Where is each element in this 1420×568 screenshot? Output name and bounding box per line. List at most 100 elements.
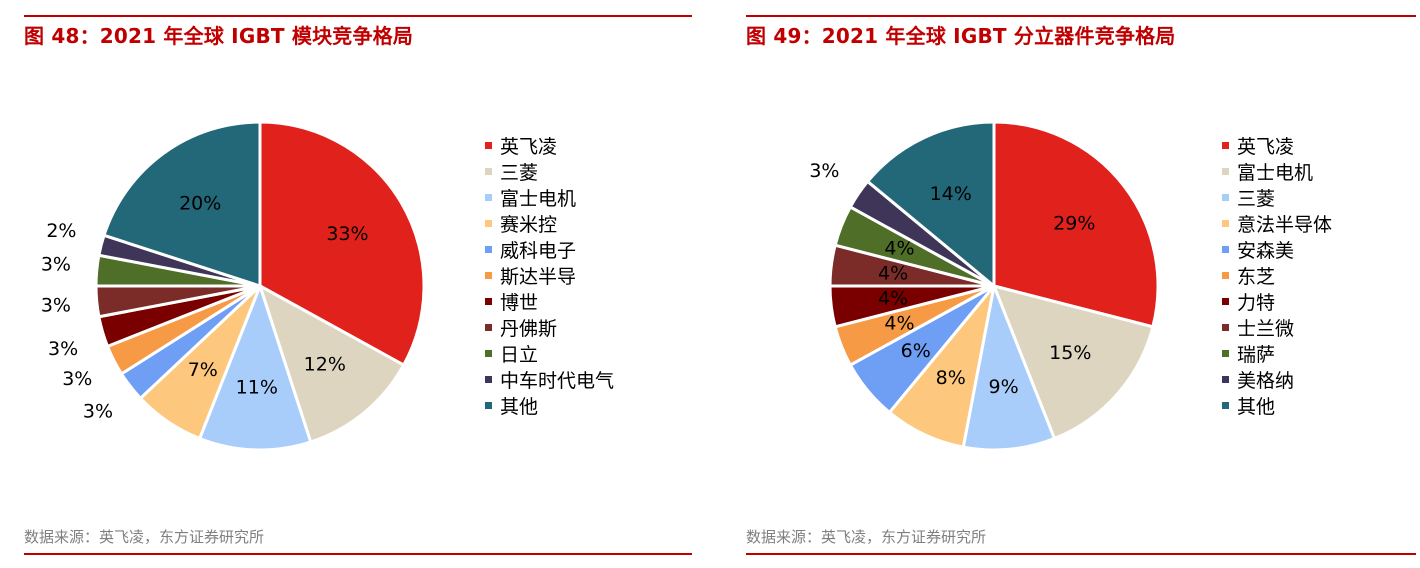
legend-discrete: 英飞凌 富士电机 三菱 意法半导体 安森美 东芝 力特 士兰微 瑞萨 美格纳 其他 (1222, 132, 1332, 418)
bottom-rule (746, 553, 1416, 555)
legend-item: 丹佛斯 (485, 314, 614, 340)
legend-label: 博世 (500, 291, 539, 314)
slice-value-label: 3% (62, 368, 92, 390)
pie-slice (102, 120, 262, 288)
legend-item: 赛米控 (485, 210, 614, 236)
slice-value-label: 7% (188, 359, 218, 381)
legend-label: 富士电机 (500, 187, 577, 210)
slice-value-label: 20% (179, 193, 221, 215)
slice-value-label: 8% (936, 367, 966, 389)
legend-label: 三菱 (500, 161, 539, 184)
legend-item: 博世 (485, 288, 614, 314)
legend-swatch (1222, 271, 1229, 279)
legend-swatch (1222, 167, 1229, 175)
slice-value-label: 33% (326, 223, 368, 245)
legend-swatch (1222, 193, 1229, 201)
legend-item: 力特 (1222, 288, 1332, 314)
legend-swatch (485, 271, 492, 279)
legend-item: 意法半导体 (1222, 210, 1332, 236)
legend-item: 安森美 (1222, 236, 1332, 262)
legend-item: 其他 (1222, 392, 1332, 418)
chart-title: 图 49：2021 年全球 IGBT 分立器件竞争格局 (746, 24, 1176, 48)
slice-value-label: 4% (884, 312, 914, 334)
legend-label: 威科电子 (500, 239, 577, 262)
slice-value-label: 15% (1049, 342, 1091, 364)
source-note: 数据来源：英飞凌，东方证券研究所 (24, 528, 265, 546)
legend-swatch (485, 323, 492, 331)
legend-label: 中车时代电气 (500, 369, 615, 392)
legend-label: 英飞凌 (500, 135, 558, 158)
legend-item: 三菱 (1222, 184, 1332, 210)
legend-label: 瑞萨 (1237, 343, 1276, 366)
legend-item: 中车时代电气 (485, 366, 614, 392)
legend-label: 富士电机 (1237, 161, 1314, 184)
chart-title: 图 48：2021 年全球 IGBT 模块竞争格局 (24, 24, 414, 48)
pie-slice (258, 120, 426, 367)
legend-label: 其他 (1237, 395, 1276, 418)
slice-value-label: 3% (41, 294, 71, 316)
legend-swatch (485, 375, 492, 383)
pie-chart-discrete: 29%15%9%8%6%4%4%4%4%3%14% (809, 120, 1160, 452)
slice-value-label: 9% (989, 376, 1019, 398)
legend-label: 力特 (1237, 291, 1276, 314)
legend-label: 赛米控 (500, 213, 558, 236)
slice-value-label: 3% (41, 254, 71, 276)
legend-item: 富士电机 (1222, 158, 1332, 184)
source-note: 数据来源：英飞凌，东方证券研究所 (746, 528, 987, 546)
legend-label: 斯达半导 (500, 265, 577, 288)
slice-value-label: 2% (46, 220, 76, 242)
slice-value-label: 29% (1053, 213, 1095, 235)
slice-value-label: 14% (930, 183, 972, 205)
slice-value-label: 3% (83, 401, 113, 423)
legend-item: 英飞凌 (485, 132, 614, 158)
chart-panel-discrete: 图 49：2021 年全球 IGBT 分立器件竞争格局 29% 15% 9% 8% 6%… (722, 0, 1420, 568)
pie-slice (866, 120, 996, 288)
legend-label: 意法半导体 (1237, 213, 1333, 236)
legend-label: 英飞凌 (1237, 135, 1295, 158)
legend-swatch (1222, 323, 1229, 331)
slice-value-label: 3% (809, 160, 839, 182)
pie-slice (992, 284, 1155, 440)
legend-swatch (485, 401, 492, 409)
legend-swatch (1222, 375, 1229, 383)
legend-module: 英飞凌三菱富士电机赛米控威科电子斯达半导博世 丹佛斯日立中车时代电气 其他 (485, 132, 614, 418)
slice-value-label: 3% (48, 338, 78, 360)
slice-value-label: 4% (878, 262, 908, 284)
legend-swatch (1222, 349, 1229, 357)
legend-label: 士兰微 (1237, 317, 1295, 340)
pie-slice (992, 120, 1160, 329)
pie-chart-module: 33% 12% 11% 7% 3% 3% 3% 3% 3% 2% 20% (41, 120, 426, 452)
slice-value-label: 12% (304, 353, 346, 375)
legend-swatch (485, 193, 492, 201)
legend-item: 瑞萨 (1222, 340, 1332, 366)
slice-value-label: 4% (878, 288, 908, 310)
legend-label: 美格纳 (1237, 369, 1295, 392)
pie-slice (258, 284, 406, 444)
legend-item: 斯达半导 (485, 262, 614, 288)
legend-swatch (485, 349, 492, 357)
legend-label: 三菱 (1237, 187, 1276, 210)
slice-value-label: 6% (901, 340, 931, 362)
legend-label: 安森美 (1237, 239, 1295, 262)
legend-item: 三菱 (485, 158, 614, 184)
pie-slice (961, 284, 1056, 452)
legend-swatch (1222, 401, 1229, 409)
legend-item: 威科电子 (485, 236, 614, 262)
legend-label: 其他 (500, 395, 539, 418)
legend-swatch (1222, 219, 1229, 227)
bottom-rule (24, 553, 692, 555)
legend-swatch (1222, 245, 1229, 253)
legend-label: 日立 (500, 343, 539, 366)
legend-swatch (485, 141, 492, 149)
legend-swatch (485, 219, 492, 227)
legend-swatch (1222, 141, 1229, 149)
legend-swatch (485, 167, 492, 175)
slice-value-label: 4% (884, 238, 914, 260)
chart-panel-module: 图 48：2021 年全球 IGBT 模块竞争格局 33% 12% 11% 7% 3% 3… (0, 0, 700, 568)
top-rule (24, 15, 692, 17)
legend-item: 日立 (485, 340, 614, 366)
slice-value-label: 11% (236, 377, 278, 399)
legend-swatch (485, 297, 492, 305)
legend-item: 士兰微 (1222, 314, 1332, 340)
pie-slice (198, 284, 313, 452)
